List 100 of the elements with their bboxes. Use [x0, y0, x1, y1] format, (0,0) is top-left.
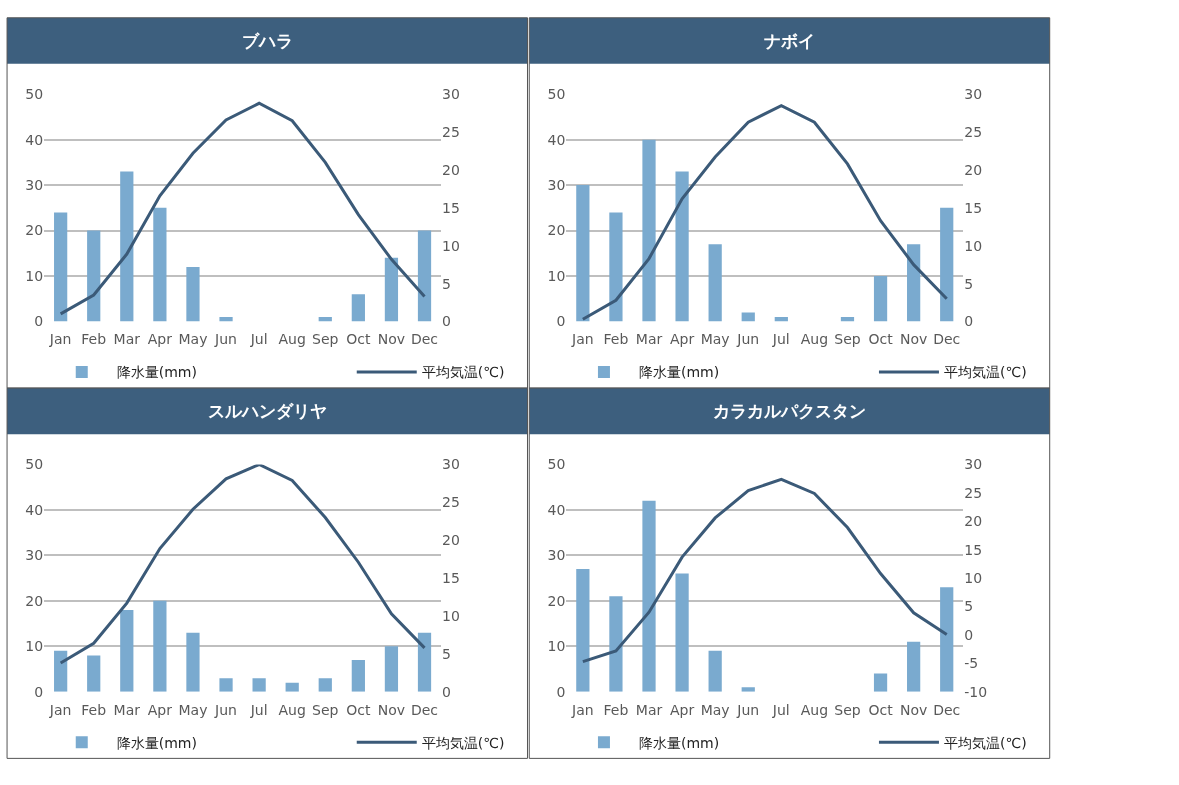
x-tick-label: May — [700, 331, 730, 348]
legend-label: 平均気温(℃) — [421, 364, 505, 381]
x-tick-label: Mar — [635, 331, 663, 348]
y2-tick-label: 15 — [442, 199, 460, 216]
y2-tick-label: 25 — [442, 123, 460, 140]
x-tick-label: May — [700, 701, 730, 718]
y-tick-label: 40 — [25, 501, 44, 518]
x-tick-label: Sep — [312, 701, 339, 718]
y2-tick-label: 20 — [964, 513, 983, 530]
x-tick-label: Jul — [249, 701, 268, 718]
y-tick-label: 50 — [25, 86, 44, 103]
x-tick-label: Aug — [278, 331, 306, 348]
bar — [642, 500, 656, 692]
bar — [384, 646, 399, 692]
bar — [318, 678, 332, 692]
y-tick-label: 0 — [556, 313, 566, 330]
x-tick-label: Jun — [736, 331, 760, 348]
y-tick-label: 0 — [34, 313, 44, 330]
legend-label: 降水量(mm) — [638, 734, 720, 751]
legend-label: 降水量(mm) — [116, 734, 197, 751]
bar — [417, 632, 432, 692]
line-series — [581, 477, 949, 664]
y2-tick-label: 15 — [964, 199, 983, 216]
line-series — [581, 104, 949, 321]
x-tick-label: Jul — [249, 331, 268, 348]
x-tick-label: Jul — [771, 331, 790, 348]
x-tick-label: Dec — [933, 331, 961, 348]
bar — [186, 266, 200, 322]
x-tick-label: Nov — [899, 701, 928, 718]
x-tick-label: Sep — [834, 701, 861, 718]
x-tick-label: Jan — [48, 701, 72, 718]
bar — [417, 230, 432, 322]
line-series — [59, 101, 427, 316]
bar — [940, 207, 954, 322]
y2-tick-label: 0 — [964, 313, 974, 330]
y-tick-label: 40 — [547, 131, 566, 148]
y2-tick-label: 10 — [442, 607, 460, 624]
bar — [186, 632, 200, 692]
x-tick-label: Nov — [377, 701, 406, 718]
x-tick-label: Dec — [933, 701, 961, 718]
x-tick-label: May — [178, 331, 208, 348]
x-tick-label: Sep — [312, 331, 339, 348]
y2-tick-label: 20 — [442, 161, 460, 178]
x-tick-label: Dec — [410, 331, 439, 348]
bar — [609, 212, 623, 322]
chart-title: ブハラ — [242, 31, 293, 51]
x-tick-label: Jul — [771, 701, 790, 718]
x-tick-label: Jun — [736, 701, 760, 718]
x-tick-label: Apr — [669, 331, 695, 348]
x-tick-label: Mar — [113, 331, 141, 348]
legend-label: 降水量(mm) — [638, 364, 720, 381]
legend-label: 降水量(mm) — [116, 364, 197, 381]
x-tick-label: Feb — [81, 701, 107, 718]
y2-tick-label: 15 — [442, 570, 460, 587]
legend-label: 平均気温(℃) — [943, 364, 1027, 381]
bar — [351, 294, 365, 322]
x-tick-label: Apr — [669, 701, 695, 718]
x-tick-label: Jan — [571, 701, 594, 718]
y-tick-label: 10 — [547, 638, 566, 655]
y-tick-label: 40 — [547, 501, 566, 518]
bar — [153, 207, 167, 322]
x-tick-label: Sep — [834, 331, 861, 348]
chart-title: カラカルパクスタン — [713, 401, 866, 421]
x-tick-label: Nov — [899, 331, 928, 348]
bar — [873, 673, 888, 692]
x-tick-label: Jun — [214, 701, 237, 718]
bar — [351, 659, 365, 692]
y-tick-label: 0 — [34, 683, 44, 700]
y2-tick-label: -10 — [964, 683, 988, 700]
chart-title: スルハンダリヤ — [208, 401, 327, 421]
x-tick-label: Nov — [377, 331, 406, 348]
y2-tick-label: 5 — [442, 645, 451, 662]
y-tick-label: 20 — [547, 222, 566, 239]
x-tick-label: Mar — [113, 701, 141, 718]
bar — [741, 312, 755, 322]
y-tick-label: 20 — [25, 592, 44, 609]
y-tick-label: 10 — [25, 267, 44, 284]
x-tick-label: Jan — [48, 331, 72, 348]
bar — [675, 171, 689, 322]
bar — [54, 212, 68, 322]
x-tick-label: Mar — [635, 701, 663, 718]
bar — [87, 230, 101, 322]
x-tick-label: Feb — [603, 331, 629, 348]
bar — [576, 185, 590, 322]
x-tick-label: Aug — [800, 701, 829, 718]
y2-tick-label: 20 — [964, 161, 983, 178]
y2-tick-label: 25 — [964, 484, 983, 501]
y2-tick-label: 5 — [442, 275, 451, 292]
y2-tick-label: 30 — [964, 86, 983, 103]
y2-tick-label: 0 — [442, 683, 451, 700]
y2-tick-label: 10 — [442, 237, 460, 254]
bar — [907, 641, 921, 692]
x-tick-label: Jan — [571, 331, 594, 348]
y2-tick-label: 15 — [964, 541, 983, 558]
y2-tick-label: 30 — [964, 456, 983, 473]
bar — [252, 678, 266, 692]
y-tick-label: 10 — [25, 638, 44, 655]
y2-tick-label: -5 — [964, 655, 979, 672]
bar — [708, 244, 722, 322]
bar — [219, 678, 233, 692]
